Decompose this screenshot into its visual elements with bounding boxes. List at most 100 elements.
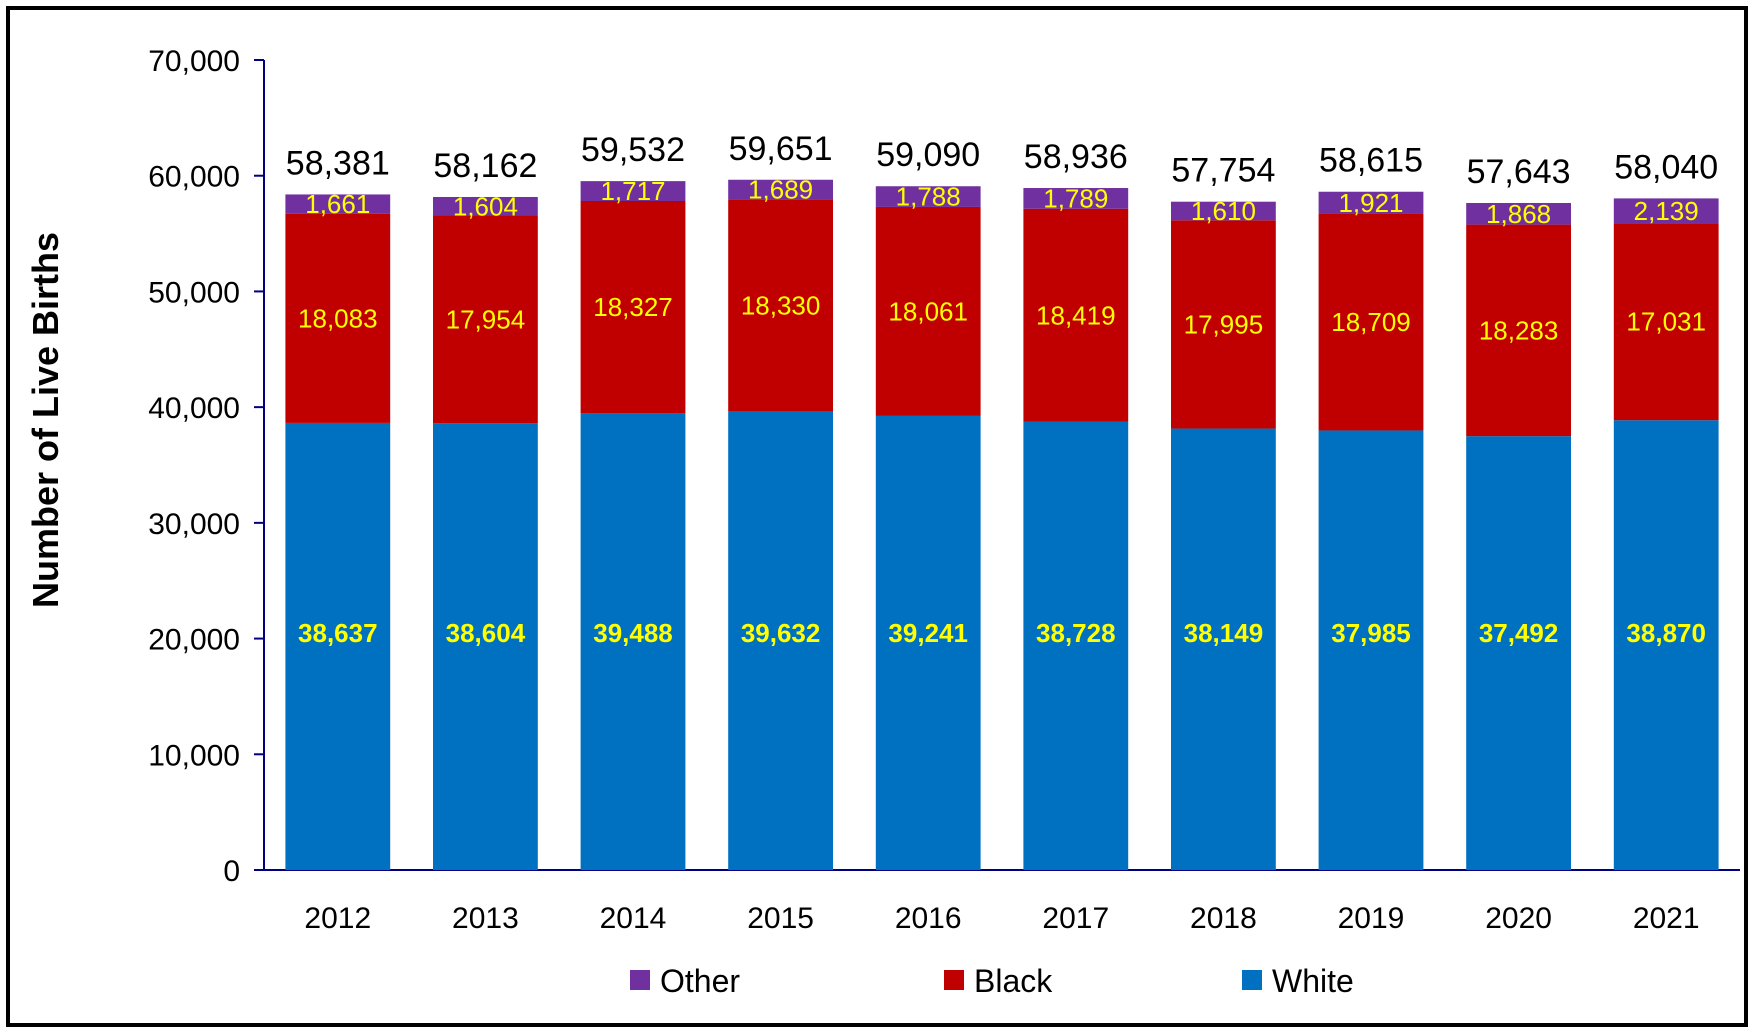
data-label-other: 1,789	[1043, 183, 1108, 213]
x-tick-label: 2020	[1485, 902, 1552, 935]
data-label-other: 1,788	[896, 182, 961, 212]
bar-segment-black	[1466, 224, 1571, 437]
bar-segment-black	[728, 199, 833, 412]
data-label-other: 1,661	[305, 189, 370, 219]
y-tick-label: 70,000	[148, 45, 240, 78]
bar-segment-white	[1318, 430, 1424, 870]
data-label-black: 18,709	[1331, 307, 1411, 337]
data-label-white: 37,985	[1331, 618, 1411, 648]
bar-segment-white	[1613, 420, 1719, 870]
bar-segment-white	[1171, 428, 1276, 870]
data-label-white: 39,488	[593, 618, 673, 648]
y-axis-label: Number of Live Births	[25, 232, 66, 608]
x-tick-label: 2013	[452, 902, 519, 935]
bar-segment-white	[580, 413, 686, 870]
bar-segment-white	[1023, 421, 1129, 870]
total-label: 57,754	[1171, 152, 1275, 190]
bar-segment-other	[1318, 191, 1424, 214]
data-label-other: 2,139	[1634, 196, 1699, 226]
legend-label-other: Other	[660, 963, 740, 999]
data-labels: 38,637 18,083 1,661 58,381 38,604 17,954 1,604…	[286, 130, 1718, 648]
bar-segment-other	[728, 179, 833, 200]
axes: 0 10,000 20,000 30,000 40,000 50,000 60,000 70,…	[148, 45, 1740, 935]
bar-segment-other	[1613, 198, 1719, 224]
data-label-white: 38,149	[1184, 618, 1264, 648]
bar-segment-other	[1171, 201, 1276, 221]
data-label-black: 18,419	[1036, 300, 1116, 330]
total-label: 59,651	[729, 130, 833, 168]
data-label-white: 37,492	[1479, 618, 1559, 648]
total-label: 58,936	[1024, 138, 1128, 176]
bar-segment-white	[728, 411, 833, 870]
legend-swatch-other	[630, 970, 650, 990]
bar-segment-black	[1023, 208, 1129, 422]
data-label-black: 18,061	[888, 296, 968, 326]
data-label-white: 38,637	[298, 618, 378, 648]
bar-segment-black	[1171, 220, 1276, 429]
total-label: 59,090	[876, 136, 980, 174]
y-tick-label: 30,000	[148, 508, 240, 541]
y-tick-label: 20,000	[148, 624, 240, 657]
data-label-black: 18,083	[298, 303, 378, 333]
legend: Other Black White	[630, 963, 1354, 999]
legend-swatch-black	[944, 970, 964, 990]
x-tick-label: 2015	[747, 902, 814, 935]
data-label-other: 1,610	[1191, 196, 1256, 226]
chart-frame: Number of Live Births 0 10,000 20,000 30,00…	[6, 6, 1748, 1027]
bar-segment-black	[875, 206, 981, 416]
bar-segment-other	[580, 181, 686, 201]
total-label: 58,040	[1614, 148, 1718, 186]
data-label-white: 38,728	[1036, 618, 1116, 648]
data-label-black: 17,995	[1184, 309, 1264, 339]
bar-segment-black	[433, 215, 538, 424]
y-tick-label: 10,000	[148, 739, 240, 772]
total-label: 59,532	[581, 131, 685, 169]
data-label-black: 18,327	[593, 292, 673, 322]
data-label-black: 18,330	[741, 290, 821, 320]
bar-segment-white	[433, 423, 538, 870]
x-tick-label: 2012	[304, 902, 371, 935]
bar-segment-other	[433, 196, 538, 216]
data-label-white: 39,241	[888, 618, 968, 648]
bars	[285, 179, 1719, 870]
bar-segment-other	[1023, 188, 1129, 209]
bar-segment-white	[875, 415, 981, 870]
data-label-black: 17,954	[446, 304, 526, 334]
x-tick-label: 2014	[600, 902, 667, 935]
bar-segment-black	[580, 200, 686, 414]
data-label-white: 38,870	[1626, 618, 1706, 648]
data-label-white: 38,604	[446, 618, 526, 648]
bar-segment-white	[1466, 436, 1571, 870]
data-label-other: 1,921	[1338, 188, 1403, 218]
data-label-white: 39,632	[741, 618, 821, 648]
data-label-other: 1,689	[748, 175, 813, 205]
data-label-black: 18,283	[1479, 315, 1559, 345]
bar-segment-black	[1318, 213, 1424, 431]
legend-label-black: Black	[974, 963, 1053, 999]
total-label: 58,162	[433, 147, 537, 185]
total-label: 58,381	[286, 144, 390, 182]
x-tick-label: 2016	[895, 902, 962, 935]
x-tick-label: 2017	[1042, 902, 1109, 935]
x-tick-label: 2019	[1338, 902, 1405, 935]
y-tick-label: 40,000	[148, 392, 240, 425]
x-tick-label: 2021	[1633, 902, 1700, 935]
bar-segment-black	[285, 213, 391, 423]
y-tick-label: 0	[223, 855, 240, 888]
y-tick-label: 50,000	[148, 276, 240, 309]
data-label-other: 1,868	[1486, 199, 1551, 229]
stacked-bar-chart: Number of Live Births 0 10,000 20,000 30,00…	[25, 45, 1740, 999]
data-label-black: 17,031	[1626, 307, 1706, 337]
bar-segment-other	[1466, 202, 1571, 225]
data-label-other: 1,717	[600, 176, 665, 206]
total-label: 57,643	[1467, 153, 1571, 191]
bar-segment-other	[285, 194, 391, 214]
legend-label-white: White	[1272, 963, 1354, 999]
total-label: 58,615	[1319, 142, 1423, 180]
bar-segment-white	[285, 422, 391, 870]
y-tick-label: 60,000	[148, 161, 240, 194]
data-label-other: 1,604	[453, 191, 518, 221]
bar-segment-other	[875, 186, 981, 207]
bar-segment-black	[1613, 223, 1719, 421]
legend-swatch-white	[1242, 970, 1262, 990]
